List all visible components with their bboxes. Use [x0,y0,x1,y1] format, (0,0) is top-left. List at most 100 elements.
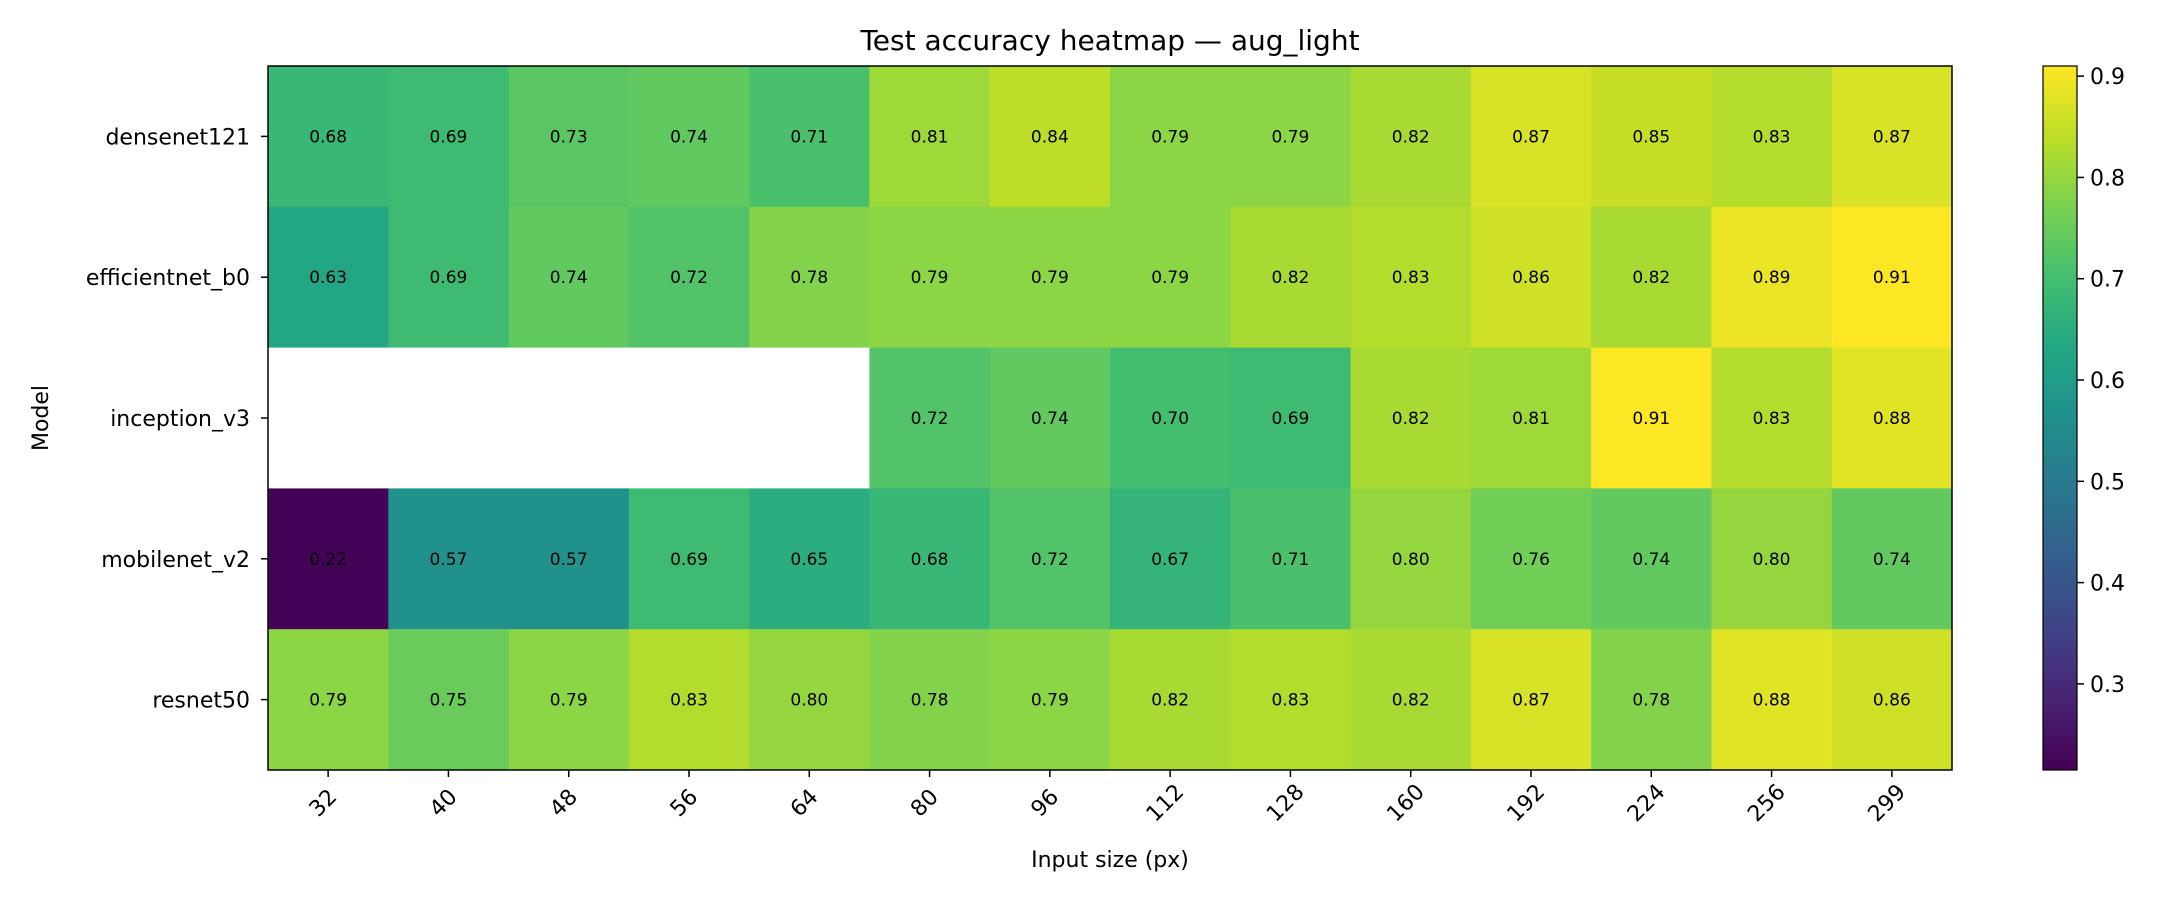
cell-value-label: 0.71 [1271,550,1309,570]
x-tick-label: 256 [1743,780,1790,827]
x-axis-label: Input size (px) [1031,848,1189,873]
colorbar-tick-label: 0.3 [2090,673,2125,698]
heatmap-cell [268,66,389,208]
colorbar: 0.3 0.4 0.5 0.6 0.7 0.8 0.9 [2042,65,2125,771]
cell-value-label: 0.74 [1873,550,1911,570]
heatmap-cell [869,629,991,771]
heatmap-cell [1831,347,1953,489]
colorbar-tick-label: 0.6 [2090,369,2125,394]
x-tick-label: 128 [1262,780,1309,827]
cell-value-label: 0.22 [309,550,347,570]
cell-value-label: 0.88 [1753,691,1791,711]
heatmap-cell [1470,206,1592,349]
x-tick-label: 224 [1623,780,1670,827]
cell-value-label: 0.63 [309,268,347,288]
cell-value-label: 0.83 [1392,268,1430,288]
cell-value-label: 0.87 [1512,127,1550,147]
cell-value-label: 0.85 [1632,127,1670,147]
y-axis-label: Model [29,385,54,451]
cell-value-label: 0.81 [1512,409,1550,429]
cell-value-label: 0.82 [1392,409,1430,429]
cell-value-label: 0.72 [670,268,708,288]
x-tick-label: 80 [906,785,943,822]
heatmap-cell [1831,206,1953,349]
cell-value-label: 0.83 [1753,409,1791,429]
cell-value-label: 0.83 [1753,127,1791,147]
cell-value-label: 0.80 [1392,550,1430,570]
x-tick-label: 299 [1864,780,1911,827]
heatmap-cell [388,629,510,771]
y-axis-ticks: densenet121 efficientnet_b0 inception_v3mo… [86,125,268,714]
cell-value-label: 0.69 [670,550,708,570]
heatmap-cell [869,488,991,630]
colorbar-gradient [2042,65,2078,771]
cell-value-label: 0.88 [1873,409,1911,429]
cell-value-label: 0.57 [429,550,467,570]
x-tick-label: 64 [786,785,823,822]
heatmap-cell [1591,488,1712,630]
heatmap-cell [1230,347,1352,489]
heatmap-cells [268,66,1953,771]
heatmap-cell [1711,629,1833,771]
cell-value-label: 0.91 [1873,268,1911,288]
heatmap-cell [749,488,870,630]
x-tick-label: 40 [425,785,462,822]
cell-value-label: 0.74 [1632,550,1670,570]
heatmap-cell [508,206,630,349]
heatmap-cell [1711,206,1833,349]
heatmap-cell [1711,66,1833,208]
heatmap-cell [1350,629,1472,771]
cell-value-label: 0.87 [1512,691,1550,711]
x-tick-label: 160 [1382,780,1429,827]
heatmap-cell [508,488,630,630]
heatmap-cell [628,629,750,771]
cell-value-label: 0.69 [429,127,467,147]
cell-value-label: 0.78 [911,691,949,711]
cell-value-label: 0.83 [1271,691,1309,711]
x-tick-label: 112 [1142,780,1189,827]
cell-value-label: 0.74 [670,127,708,147]
heatmap-cell [1591,66,1712,208]
heatmap-cell [869,347,991,489]
heatmap-cell [268,488,389,630]
heatmap-cell [268,347,389,489]
cell-value-label: 0.73 [550,127,588,147]
y-tick-label: densenet121 [105,125,250,150]
heatmap-cell [1711,347,1833,489]
cell-value-label: 0.82 [1151,691,1189,711]
heatmap-cell [749,66,870,208]
cell-value-label: 0.86 [1512,268,1550,288]
heatmap-cell [388,66,510,208]
cell-value-label: 0.82 [1392,127,1430,147]
heatmap-cell [1591,347,1712,489]
heatmap-cell [869,206,991,349]
heatmap-cell [1230,206,1352,349]
heatmap-cell [1350,206,1472,349]
heatmap-cell [1350,347,1472,489]
heatmap-cell [268,206,389,349]
chart-title: Test accuracy heatmap — aug_light [859,24,1359,57]
heatmap-cell [1110,206,1231,349]
cell-value-label: 0.79 [550,691,588,711]
x-tick-label: 32 [305,785,342,822]
heatmap-cell [1470,629,1592,771]
heatmap-cell [1110,488,1231,630]
cell-value-label: 0.79 [911,268,949,288]
heatmap-cell [628,347,750,489]
cell-value-label: 0.75 [429,691,467,711]
heatmap-cell [1230,629,1352,771]
heatmap-cell [1831,66,1953,208]
heatmap-cell [989,206,1111,349]
y-tick-label: resnet50 [152,689,250,714]
cell-value-label: 0.91 [1632,409,1670,429]
heatmap-cell [628,488,750,630]
heatmap-cell [1230,488,1352,630]
cell-value-label: 0.87 [1873,127,1911,147]
x-tick-label: 48 [545,785,582,822]
cell-value-label: 0.81 [911,127,949,147]
colorbar-tick-label: 0.9 [2090,65,2125,90]
cell-value-label: 0.69 [429,268,467,288]
cell-value-label: 0.79 [1151,127,1189,147]
cell-value-label: 0.71 [790,127,828,147]
heatmap-cell [628,206,750,349]
